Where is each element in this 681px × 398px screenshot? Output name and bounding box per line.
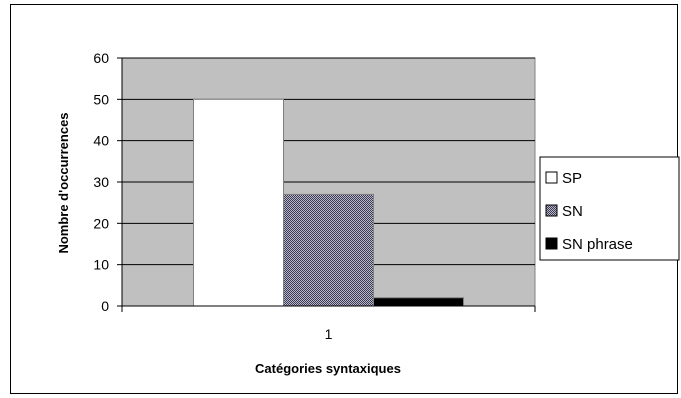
legend-swatch [545,237,558,250]
y-tick-label: 0 [101,298,109,314]
y-axis-label: Nombre d'occurrences [56,112,71,253]
bar-sp [193,98,284,307]
bar-sn-phrase [373,297,464,307]
y-tick-label: 60 [93,50,109,66]
legend-label: SP [562,170,582,187]
legend-label: SN phrase [562,236,633,253]
x-axis-label: Catégories syntaxiques [255,361,401,376]
y-tick-label: 30 [93,174,109,190]
y-tick-label: 20 [93,215,109,231]
y-tick-label: 50 [93,91,109,107]
legend: SP SN SN phrase [539,156,680,261]
legend-swatch [545,204,558,217]
bar-sn [283,193,374,307]
legend-label: SN [562,203,583,220]
legend-swatch [545,171,558,184]
x-tick-label: 1 [325,326,333,342]
y-tick-label: 10 [93,257,109,273]
legend-box [539,156,680,261]
y-tick-label: 40 [93,133,109,149]
